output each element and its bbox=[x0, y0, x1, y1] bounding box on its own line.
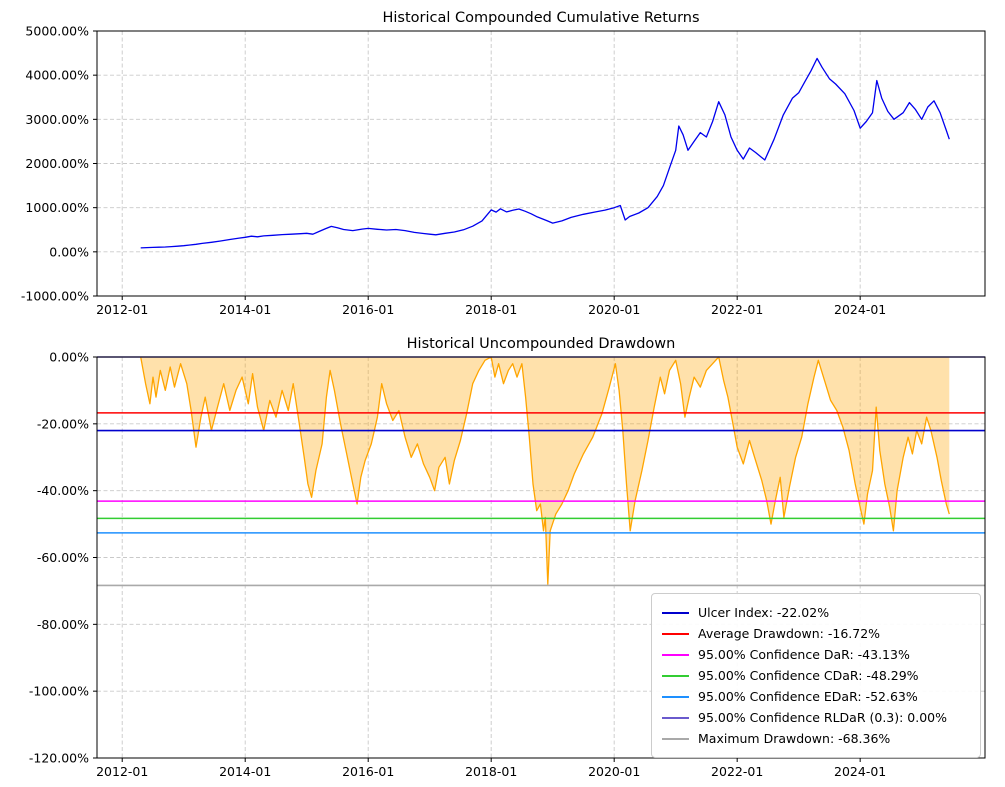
x-tick-label: 2014-01 bbox=[219, 302, 271, 317]
cumulative-returns-chart: 5000.00% 4000.00% 3000.00% 2000.00% 1000.00%… bbox=[21, 10, 986, 317]
y-tick-label: -1000.00% bbox=[21, 289, 89, 304]
chart-title: Historical Uncompounded Drawdown bbox=[407, 336, 676, 352]
y-tick-label: -20.00% bbox=[37, 416, 89, 431]
legend-item: Ulcer Index: -22.02% bbox=[662, 602, 970, 623]
x-tick-label: 2018-01 bbox=[465, 764, 517, 779]
y-tick-label: 1000.00% bbox=[25, 200, 89, 215]
legend-line-swatch bbox=[662, 632, 689, 635]
legend-item: 95.00% Confidence DaR: -43.13% bbox=[662, 644, 970, 665]
legend-item-label: 95.00% Confidence EDaR: -52.63% bbox=[698, 689, 918, 704]
y-tick-label: 2000.00% bbox=[25, 156, 89, 171]
x-tick-label: 2012-01 bbox=[96, 302, 148, 317]
legend-item: 95.00% Confidence EDaR: -52.63% bbox=[662, 686, 970, 707]
y-tick-label: 0.00% bbox=[49, 350, 89, 365]
legend-line-swatch bbox=[662, 737, 689, 740]
legend-item: Average Drawdown: -16.72% bbox=[662, 623, 970, 644]
y-tick-label: 0.00% bbox=[49, 244, 89, 259]
legend-line-swatch bbox=[662, 674, 689, 677]
legend-item-label: 95.00% Confidence CDaR: -48.29% bbox=[698, 668, 919, 683]
x-tick-label: 2024-01 bbox=[834, 302, 886, 317]
y-tick-label: 5000.00% bbox=[25, 24, 89, 39]
x-tick-label: 2018-01 bbox=[465, 302, 517, 317]
drawdown-area bbox=[140, 357, 950, 585]
y-tick-label: -40.00% bbox=[37, 483, 89, 498]
x-tick-label: 2012-01 bbox=[96, 764, 148, 779]
y-tick-label: -60.00% bbox=[37, 550, 89, 565]
x-tick-label: 2024-01 bbox=[834, 764, 886, 779]
x-tick-label: 2022-01 bbox=[711, 302, 763, 317]
legend-item: 95.00% Confidence CDaR: -48.29% bbox=[662, 665, 970, 686]
legend-line-swatch bbox=[662, 653, 689, 656]
chart-title: Historical Compounded Cumulative Returns bbox=[382, 10, 699, 26]
legend-item: Maximum Drawdown: -68.36% bbox=[662, 728, 970, 749]
x-tick-label: 2016-01 bbox=[342, 302, 394, 317]
legend-line-swatch bbox=[662, 695, 689, 698]
legend-item-label: Average Drawdown: -16.72% bbox=[698, 626, 881, 641]
y-tick-label: 3000.00% bbox=[25, 112, 89, 127]
x-tick-label: 2022-01 bbox=[711, 764, 763, 779]
legend-item-label: 95.00% Confidence DaR: -43.13% bbox=[698, 647, 910, 662]
legend-item-label: 95.00% Confidence RLDaR (0.3): 0.00% bbox=[698, 710, 948, 725]
x-tick-label: 2016-01 bbox=[342, 764, 394, 779]
y-tick-label: -120.00% bbox=[29, 751, 89, 766]
legend-item-label: Maximum Drawdown: -68.36% bbox=[698, 731, 891, 746]
x-tick-label: 2014-01 bbox=[219, 764, 271, 779]
drawdown-legend: Ulcer Index: -22.02% Average Drawdown: -1… bbox=[651, 593, 981, 758]
legend-item: 95.00% Confidence RLDaR (0.3): 0.00% bbox=[662, 707, 970, 728]
x-tick-label: 2020-01 bbox=[588, 764, 640, 779]
x-tick-label: 2020-01 bbox=[588, 302, 640, 317]
drawdown-chart: 0.00% -20.00% -40.00% -60.00% -80.00% -100.00… bbox=[29, 336, 986, 779]
legend-line-swatch bbox=[662, 611, 689, 614]
legend-item-label: Ulcer Index: -22.02% bbox=[698, 605, 830, 620]
legend-line-swatch bbox=[662, 716, 689, 719]
y-tick-label: -100.00% bbox=[29, 684, 89, 699]
y-tick-label: -80.00% bbox=[37, 617, 89, 632]
y-tick-label: 4000.00% bbox=[25, 68, 89, 83]
cumulative-returns-line bbox=[140, 57, 950, 249]
